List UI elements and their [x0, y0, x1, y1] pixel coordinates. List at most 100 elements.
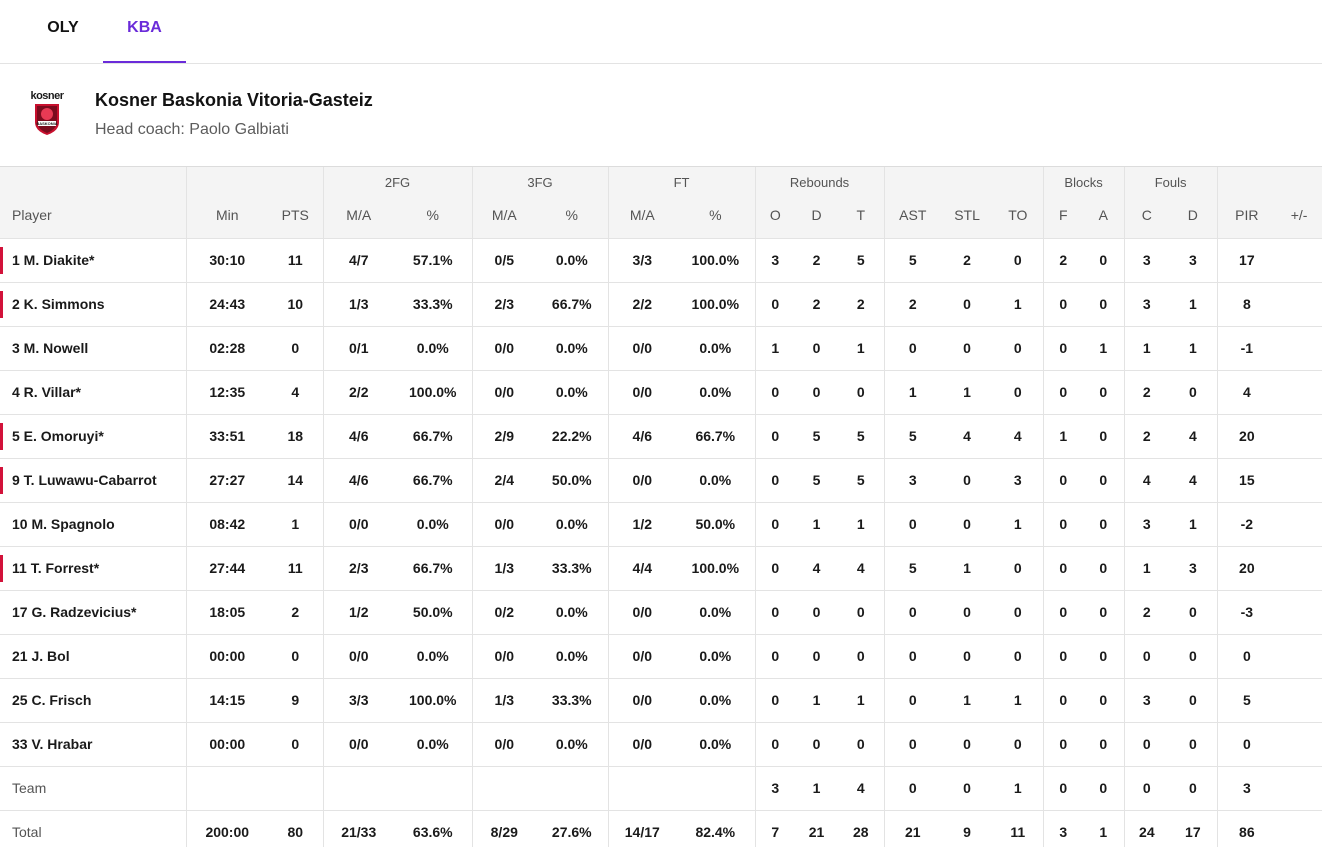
- cell-min: 27:44: [186, 545, 268, 590]
- col-plus-minus[interactable]: +/-: [1276, 195, 1322, 238]
- cell-reb-o: 0: [755, 501, 796, 546]
- total-row: Total 200:00 80 21/33 63.6% 8/29 27.6% 14/17 82.…: [0, 809, 1322, 847]
- player-row: 25 C. Frisch 14:15 9 3/3 100.0% 1/3 33.3% 0/0 0.…: [0, 677, 1322, 722]
- cell-fg3-pct: 0.0%: [536, 589, 609, 634]
- cell-pm: [1276, 413, 1322, 458]
- cell-foul-c: 2: [1124, 589, 1170, 634]
- col-min[interactable]: Min: [186, 195, 268, 238]
- cell-reb-t: 0: [838, 369, 885, 414]
- tab-kba[interactable]: KBA: [103, 0, 186, 63]
- cell-reb-t: 5: [838, 457, 885, 502]
- cell-fg3-ma: 0/0: [472, 501, 537, 546]
- cell-min: [186, 765, 268, 810]
- cell-reb-d: 2: [795, 281, 839, 326]
- cell-blk-a: 1: [1083, 325, 1125, 370]
- cell-reb-o: 0: [755, 633, 796, 678]
- cell-player[interactable]: 9 T. Luwawu-Cabarrot: [0, 457, 187, 502]
- cell-blk-f: 3: [1043, 809, 1084, 847]
- cell-player[interactable]: 4 R. Villar*: [0, 369, 187, 414]
- cell-pts: 14: [268, 457, 324, 502]
- cell-ast: 0: [884, 589, 942, 634]
- player-row: 4 R. Villar* 12:35 4 2/2 100.0% 0/0 0.0% 0/0 0.0…: [0, 369, 1322, 414]
- col-blk-f[interactable]: F: [1043, 195, 1084, 238]
- cell-min: 30:10: [186, 237, 268, 282]
- cell-fg2-pct: [394, 765, 473, 810]
- cell-fg2-pct: 33.3%: [394, 281, 473, 326]
- col-reb-d[interactable]: D: [795, 195, 839, 238]
- cell-ast: 21: [884, 809, 942, 847]
- col-3fg-pct[interactable]: %: [536, 195, 609, 238]
- cell-foul-c: 3: [1124, 677, 1170, 722]
- cell-foul-d: 0: [1169, 677, 1218, 722]
- cell-reb-o: 1: [755, 325, 796, 370]
- cell-player[interactable]: 17 G. Radzevicius*: [0, 589, 187, 634]
- cell-blk-f: 0: [1043, 677, 1084, 722]
- cell-ft-ma: 0/0: [608, 369, 677, 414]
- cell-player[interactable]: 1 M. Diakite*: [0, 237, 187, 282]
- cell-blk-f: 0: [1043, 369, 1084, 414]
- cell-player[interactable]: 5 E. Omoruyi*: [0, 413, 187, 458]
- cell-blk-f: 0: [1043, 589, 1084, 634]
- col-pts[interactable]: PTS: [268, 195, 324, 238]
- cell-ast: 5: [884, 413, 942, 458]
- cell-to: 3: [993, 457, 1044, 502]
- cell-player[interactable]: 3 M. Nowell: [0, 325, 187, 370]
- cell-stl: 0: [941, 721, 994, 766]
- cell-player[interactable]: 10 M. Spagnolo: [0, 501, 187, 546]
- col-pir[interactable]: PIR: [1217, 195, 1277, 238]
- cell-player[interactable]: 21 J. Bol: [0, 633, 187, 678]
- cell-fg2-pct: 0.0%: [394, 325, 473, 370]
- cell-fg3-ma: 8/29: [472, 809, 537, 847]
- cell-stl: 9: [941, 809, 994, 847]
- col-reb-o[interactable]: O: [755, 195, 796, 238]
- cell-fg2-ma: 0/0: [323, 721, 394, 766]
- cell-reb-t: 1: [838, 325, 885, 370]
- header-rebounds: Rebounds: [755, 167, 885, 195]
- col-stl[interactable]: STL: [941, 195, 994, 238]
- col-reb-t[interactable]: T: [838, 195, 885, 238]
- col-ft-pct[interactable]: %: [676, 195, 756, 238]
- col-to[interactable]: TO: [993, 195, 1044, 238]
- cell-foul-c: 1: [1124, 325, 1170, 370]
- col-ft-ma[interactable]: M/A: [608, 195, 677, 238]
- cell-pir: -1: [1217, 325, 1277, 370]
- cell-stl: 1: [941, 369, 994, 414]
- cell-stl: 4: [941, 413, 994, 458]
- col-2fg-ma[interactable]: M/A: [323, 195, 394, 238]
- cell-blk-a: 0: [1083, 281, 1125, 326]
- col-blk-a[interactable]: A: [1083, 195, 1125, 238]
- cell-foul-c: 0: [1124, 721, 1170, 766]
- cell-fg3-ma: 0/0: [472, 633, 537, 678]
- cell-pir: 0: [1217, 633, 1277, 678]
- cell-pts: 9: [268, 677, 324, 722]
- cell-pts: 18: [268, 413, 324, 458]
- cell-player[interactable]: 33 V. Hrabar: [0, 721, 187, 766]
- cell-ast: 3: [884, 457, 942, 502]
- cell-fg3-pct: 0.0%: [536, 325, 609, 370]
- cell-ft-ma: 3/3: [608, 237, 677, 282]
- cell-foul-d: 4: [1169, 413, 1218, 458]
- cell-to: 4: [993, 413, 1044, 458]
- tab-oly[interactable]: OLY: [47, 19, 79, 36]
- col-2fg-pct[interactable]: %: [394, 195, 473, 238]
- cell-player[interactable]: 2 K. Simmons: [0, 281, 187, 326]
- col-ast[interactable]: AST: [884, 195, 942, 238]
- cell-min: 12:35: [186, 369, 268, 414]
- col-foul-d[interactable]: D: [1169, 195, 1218, 238]
- cell-fg3-pct: 33.3%: [536, 677, 609, 722]
- cell-fg3-ma: 0/0: [472, 369, 537, 414]
- col-player[interactable]: Player: [0, 195, 187, 238]
- cell-foul-d: 0: [1169, 633, 1218, 678]
- cell-player[interactable]: 11 T. Forrest*: [0, 545, 187, 590]
- cell-ast: 0: [884, 501, 942, 546]
- player-row: 10 M. Spagnolo 08:42 1 0/0 0.0% 0/0 0.0% 1/2 50.…: [0, 501, 1322, 546]
- cell-ft-ma: 0/0: [608, 721, 677, 766]
- player-row: 9 T. Luwawu-Cabarrot 27:27 14 4/6 66.7% 2/4 50…: [0, 457, 1322, 502]
- cell-player[interactable]: 25 C. Frisch: [0, 677, 187, 722]
- header-blocks: Blocks: [1043, 167, 1125, 195]
- col-foul-c[interactable]: C: [1124, 195, 1170, 238]
- cell-fg2-pct: 100.0%: [394, 677, 473, 722]
- col-3fg-ma[interactable]: M/A: [472, 195, 537, 238]
- cell-pts: 11: [268, 237, 324, 282]
- cell-blk-a: 0: [1083, 721, 1125, 766]
